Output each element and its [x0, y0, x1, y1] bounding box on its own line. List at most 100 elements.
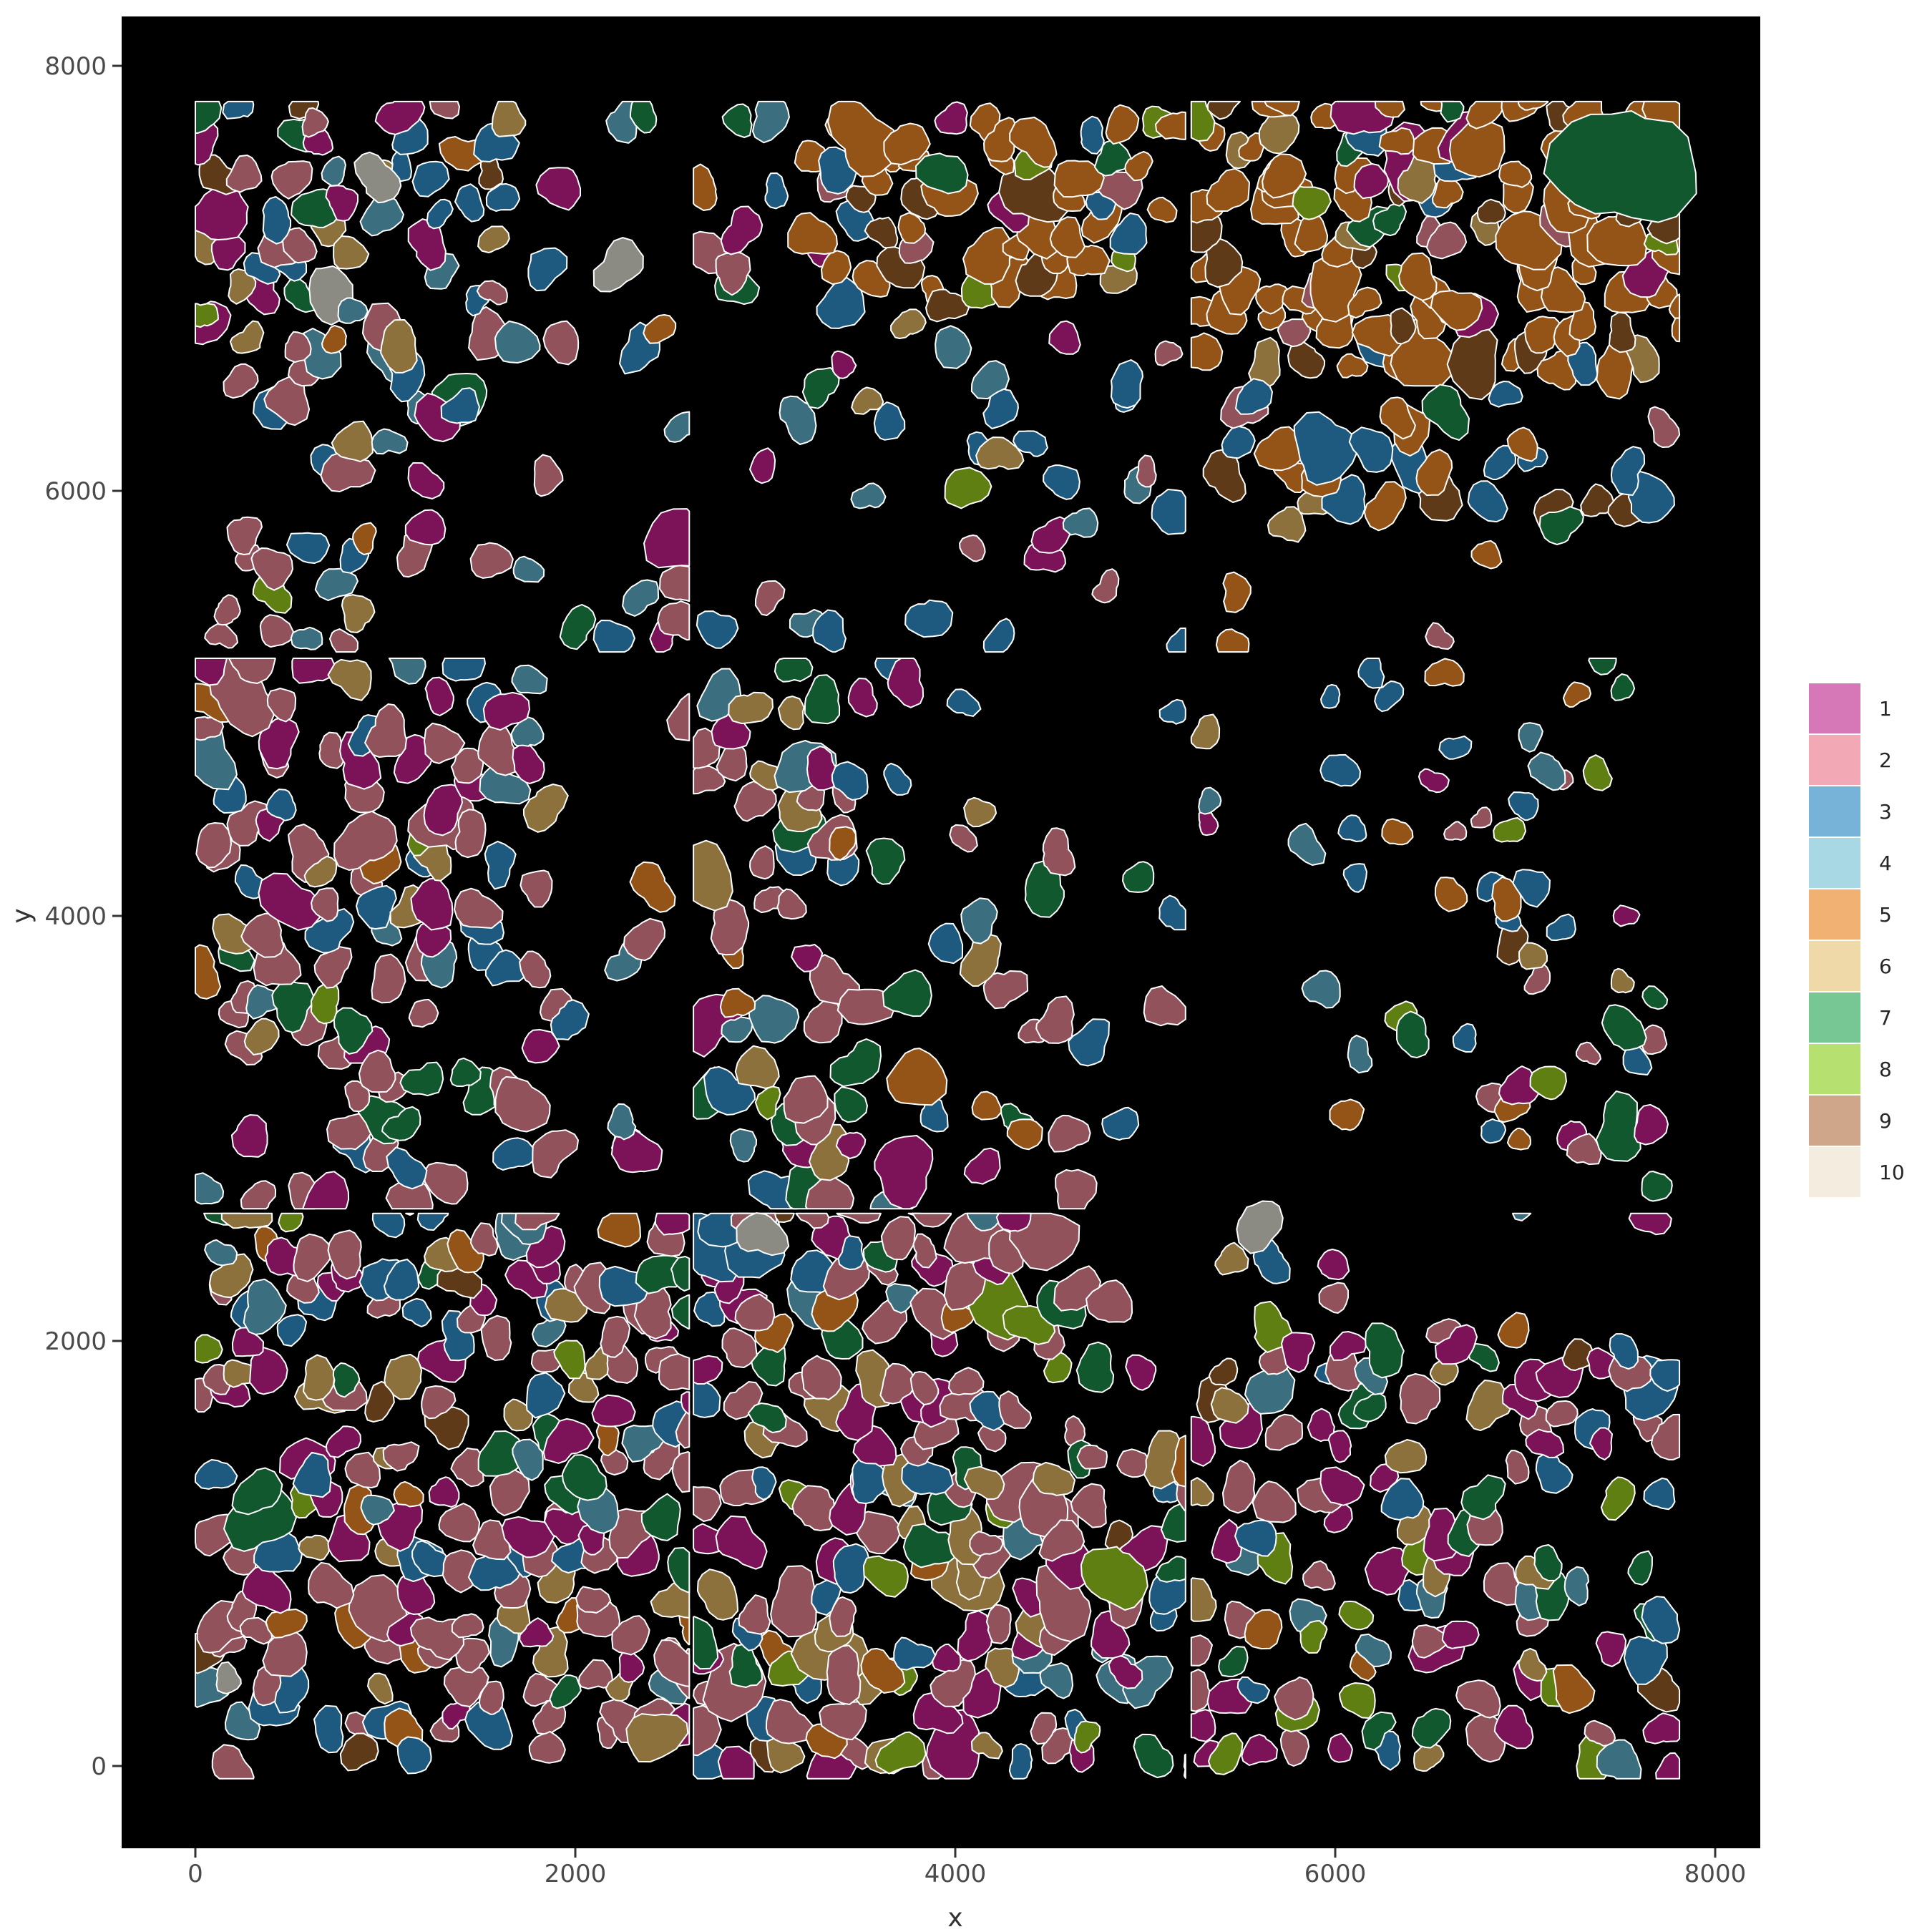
cell: [751, 100, 790, 144]
cell: [629, 100, 658, 134]
cell: [879, 1362, 917, 1405]
cell: [1497, 1312, 1530, 1349]
cell: [982, 386, 1019, 429]
legend-label: 3: [1879, 800, 1892, 824]
cell: [734, 1045, 780, 1089]
cell: [1062, 507, 1099, 538]
cell: [271, 981, 315, 1033]
cell: [1048, 1114, 1091, 1153]
cell: [969, 1531, 1004, 1557]
cell: [1009, 117, 1058, 168]
cell: [1143, 985, 1186, 1027]
cell: [491, 100, 527, 137]
cell: [1215, 628, 1250, 653]
cell: [696, 610, 739, 649]
cell: [837, 1235, 865, 1270]
cell: [511, 664, 548, 695]
cell: [231, 1467, 283, 1516]
cell: [391, 149, 412, 182]
legend-swatch: [1809, 1147, 1860, 1197]
cell: [522, 784, 569, 833]
cell: [441, 1549, 479, 1594]
cell: [1641, 1171, 1673, 1202]
cell: [1146, 196, 1178, 223]
cell: [618, 1649, 645, 1683]
cell: [834, 1086, 868, 1123]
cell: [327, 658, 372, 701]
cell: [533, 454, 564, 497]
cell: [836, 988, 897, 1025]
cell: [423, 1161, 469, 1205]
cell: [1080, 115, 1105, 155]
cell: [519, 1617, 555, 1648]
cell: [831, 350, 857, 379]
cell: [919, 1097, 949, 1133]
cell: [1641, 985, 1669, 1010]
cell: [865, 837, 906, 885]
cell: [1347, 286, 1382, 319]
tile-middle-right: [1190, 658, 1673, 1202]
cell: [292, 1451, 332, 1498]
cell: [1190, 1634, 1213, 1667]
cell: [1425, 622, 1455, 650]
cell: [470, 1222, 499, 1257]
cell: [1190, 713, 1221, 750]
cell: [982, 970, 1029, 1010]
cell: [492, 1137, 535, 1171]
cell: [1418, 768, 1450, 794]
cell: [1080, 1546, 1148, 1611]
cell: [969, 1390, 1007, 1432]
y-tick-label: 2000: [44, 1327, 107, 1356]
cell: [592, 237, 644, 293]
cell: [1361, 1711, 1397, 1751]
cell: [477, 1430, 526, 1477]
cell: [671, 1451, 691, 1493]
cell: [1415, 449, 1453, 497]
cell: [667, 1547, 691, 1594]
cell: [1421, 384, 1470, 441]
cell: [477, 721, 522, 776]
cell: [353, 151, 402, 204]
cell: [283, 278, 318, 313]
cell: [303, 855, 338, 888]
cell: [719, 987, 756, 1018]
cell: [561, 1454, 608, 1501]
cell: [1364, 1546, 1411, 1596]
cell: [831, 761, 869, 801]
cell: [1008, 1743, 1033, 1780]
cell: [717, 1745, 755, 1780]
cell: [1483, 1562, 1521, 1606]
cell: [1452, 1023, 1477, 1053]
cell: [1155, 1556, 1186, 1583]
cell: [1032, 1461, 1076, 1496]
cell: [597, 1212, 641, 1248]
cell: [600, 1315, 631, 1358]
cell: [229, 320, 265, 354]
cell: [963, 1147, 1001, 1185]
legend-swatch: [1809, 683, 1860, 733]
cell: [532, 1129, 579, 1179]
cell: [1319, 1466, 1365, 1506]
cell: [514, 1212, 560, 1231]
cell: [787, 212, 838, 255]
cell: [1460, 1474, 1506, 1521]
cell: [1527, 751, 1566, 791]
cell: [405, 1212, 414, 1216]
cell: [1518, 942, 1548, 970]
cell: [816, 277, 866, 329]
cell: [489, 1468, 530, 1517]
cell: [1125, 1354, 1157, 1391]
cell: [404, 509, 447, 546]
cell: [339, 1732, 379, 1772]
cell: [1248, 336, 1281, 389]
cell: [301, 107, 329, 138]
cell: [542, 320, 580, 366]
cell: [909, 1371, 940, 1406]
x-axis-title: x: [947, 1903, 962, 1932]
cell: [429, 100, 460, 119]
y-tick-label: 0: [91, 1752, 107, 1781]
cell: [1505, 1450, 1530, 1485]
cell: [1642, 1712, 1681, 1745]
x-tick-label: 4000: [924, 1860, 987, 1888]
